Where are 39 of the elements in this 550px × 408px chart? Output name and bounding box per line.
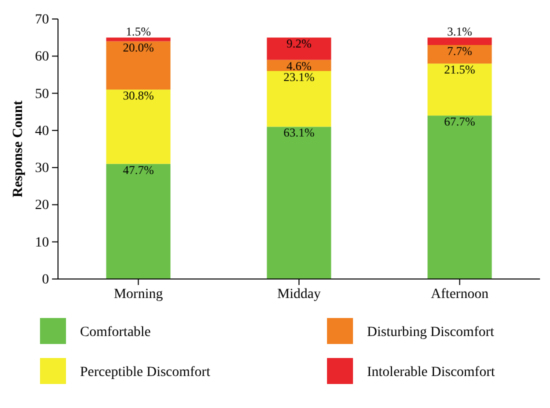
annotation: 30.8% — [122, 88, 154, 103]
y-tick-label: 0 — [42, 272, 49, 288]
y-tick-label: 20 — [35, 198, 49, 214]
annotation: 67.7% — [444, 114, 476, 129]
bar — [428, 116, 492, 279]
y-tick-label: 40 — [35, 124, 49, 139]
bar — [266, 38, 332, 60]
annotation: 7.7% — [447, 44, 472, 58]
legend-label: Comfortable — [80, 325, 151, 340]
x-tick-label: Afternoon — [430, 286, 488, 302]
annotation: 3.1% — [447, 24, 472, 39]
annotation: 4.6% — [286, 58, 312, 73]
annotation: 63.1% — [284, 126, 314, 140]
x-tick-label: Midday — [277, 286, 321, 302]
annotation: 47.7% — [122, 162, 154, 177]
annotation: 20.0% — [122, 40, 154, 54]
annotation: 9.2% — [286, 36, 312, 51]
y-tick-label: 10 — [35, 235, 49, 250]
bar — [106, 164, 170, 279]
y-tick-label: 60 — [35, 50, 49, 65]
bar — [428, 45, 492, 64]
bar — [106, 41, 170, 90]
y-tick-label: 70 — [35, 12, 49, 28]
bar — [428, 64, 492, 116]
bar — [106, 90, 170, 164]
legend-label: Intolerable Discomfort — [367, 365, 496, 380]
annotation: 23.1% — [284, 70, 314, 84]
bar — [266, 71, 332, 127]
x-tick-label: Morning — [114, 286, 163, 302]
annotation: 1.5% — [126, 24, 151, 39]
y-tick-label: 30 — [35, 161, 49, 176]
annotation: 21.5% — [444, 62, 476, 77]
y-tick-label: 50 — [35, 86, 49, 102]
bar — [266, 126, 332, 279]
y-axis-title: Response Count — [11, 100, 26, 198]
bar — [428, 38, 492, 45]
bar — [106, 38, 170, 42]
legend-label: Perceptible Discomfort — [80, 365, 210, 380]
legend-label: Disturbing Discomfort — [367, 325, 494, 340]
